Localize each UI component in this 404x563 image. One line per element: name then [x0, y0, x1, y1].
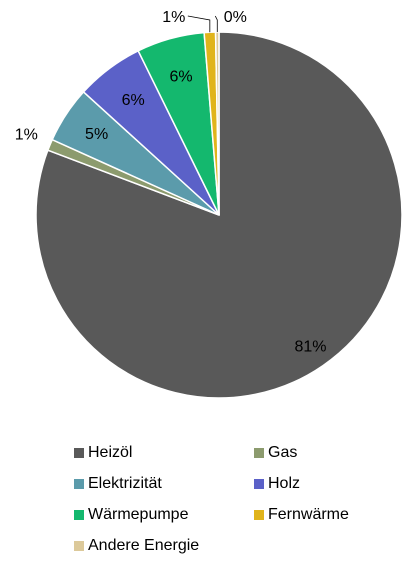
value-label-holz: 6%: [122, 92, 145, 109]
legend-item-gas: Gas: [254, 442, 297, 464]
legend-label: Holz: [268, 475, 301, 492]
legend-swatch: [254, 510, 264, 520]
value-label-gas: 1%: [15, 126, 38, 143]
legend-label: Heizöl: [88, 444, 133, 461]
legend-label: Wärmepumpe: [88, 506, 189, 523]
slice-heizoel: [35, 31, 403, 399]
value-label-waermepumpe: 6%: [169, 69, 192, 86]
value-label-andere-energie: 0%: [224, 9, 247, 26]
legend-swatch: [254, 479, 264, 489]
value-label-elektrizitaet: 5%: [85, 126, 108, 143]
legend-swatch: [74, 479, 84, 489]
pie-value-labels: 81% 1% 5% 6% 6% 1% 0%: [15, 9, 327, 356]
value-label-fernwaerme: 1%: [162, 9, 185, 26]
pie-chart: 81% 1% 5% 6% 6% 1% 0%: [15, 9, 403, 399]
leader-line-fernwaerme: [187, 15, 211, 33]
legend-item-elektrizitaet: Elektrizität: [74, 473, 162, 495]
legend-label: Gas: [268, 444, 298, 461]
pie-slices: [35, 31, 403, 399]
legend-item-waermepumpe: Wärmepumpe: [74, 504, 188, 526]
label-leader-lines: [187, 15, 218, 33]
value-label-heizoel: 81%: [295, 339, 327, 356]
legend-swatch: [74, 448, 84, 458]
legend-item-holz: Holz: [254, 473, 300, 495]
legend-item-heizoel: Heizöl: [74, 442, 132, 464]
legend-label: Andere Energie: [88, 537, 200, 554]
legend-swatch: [74, 510, 84, 520]
legend-swatch: [254, 448, 264, 458]
legend-label: Elektrizität: [88, 475, 162, 492]
legend-swatch: [74, 541, 84, 551]
legend-label: Fernwärme: [268, 506, 349, 523]
legend-item-fernwaerme: Fernwärme: [254, 504, 349, 526]
leader-line-andere-energie: [214, 15, 218, 33]
legend-item-andere-energie: Andere Energie: [74, 535, 199, 557]
